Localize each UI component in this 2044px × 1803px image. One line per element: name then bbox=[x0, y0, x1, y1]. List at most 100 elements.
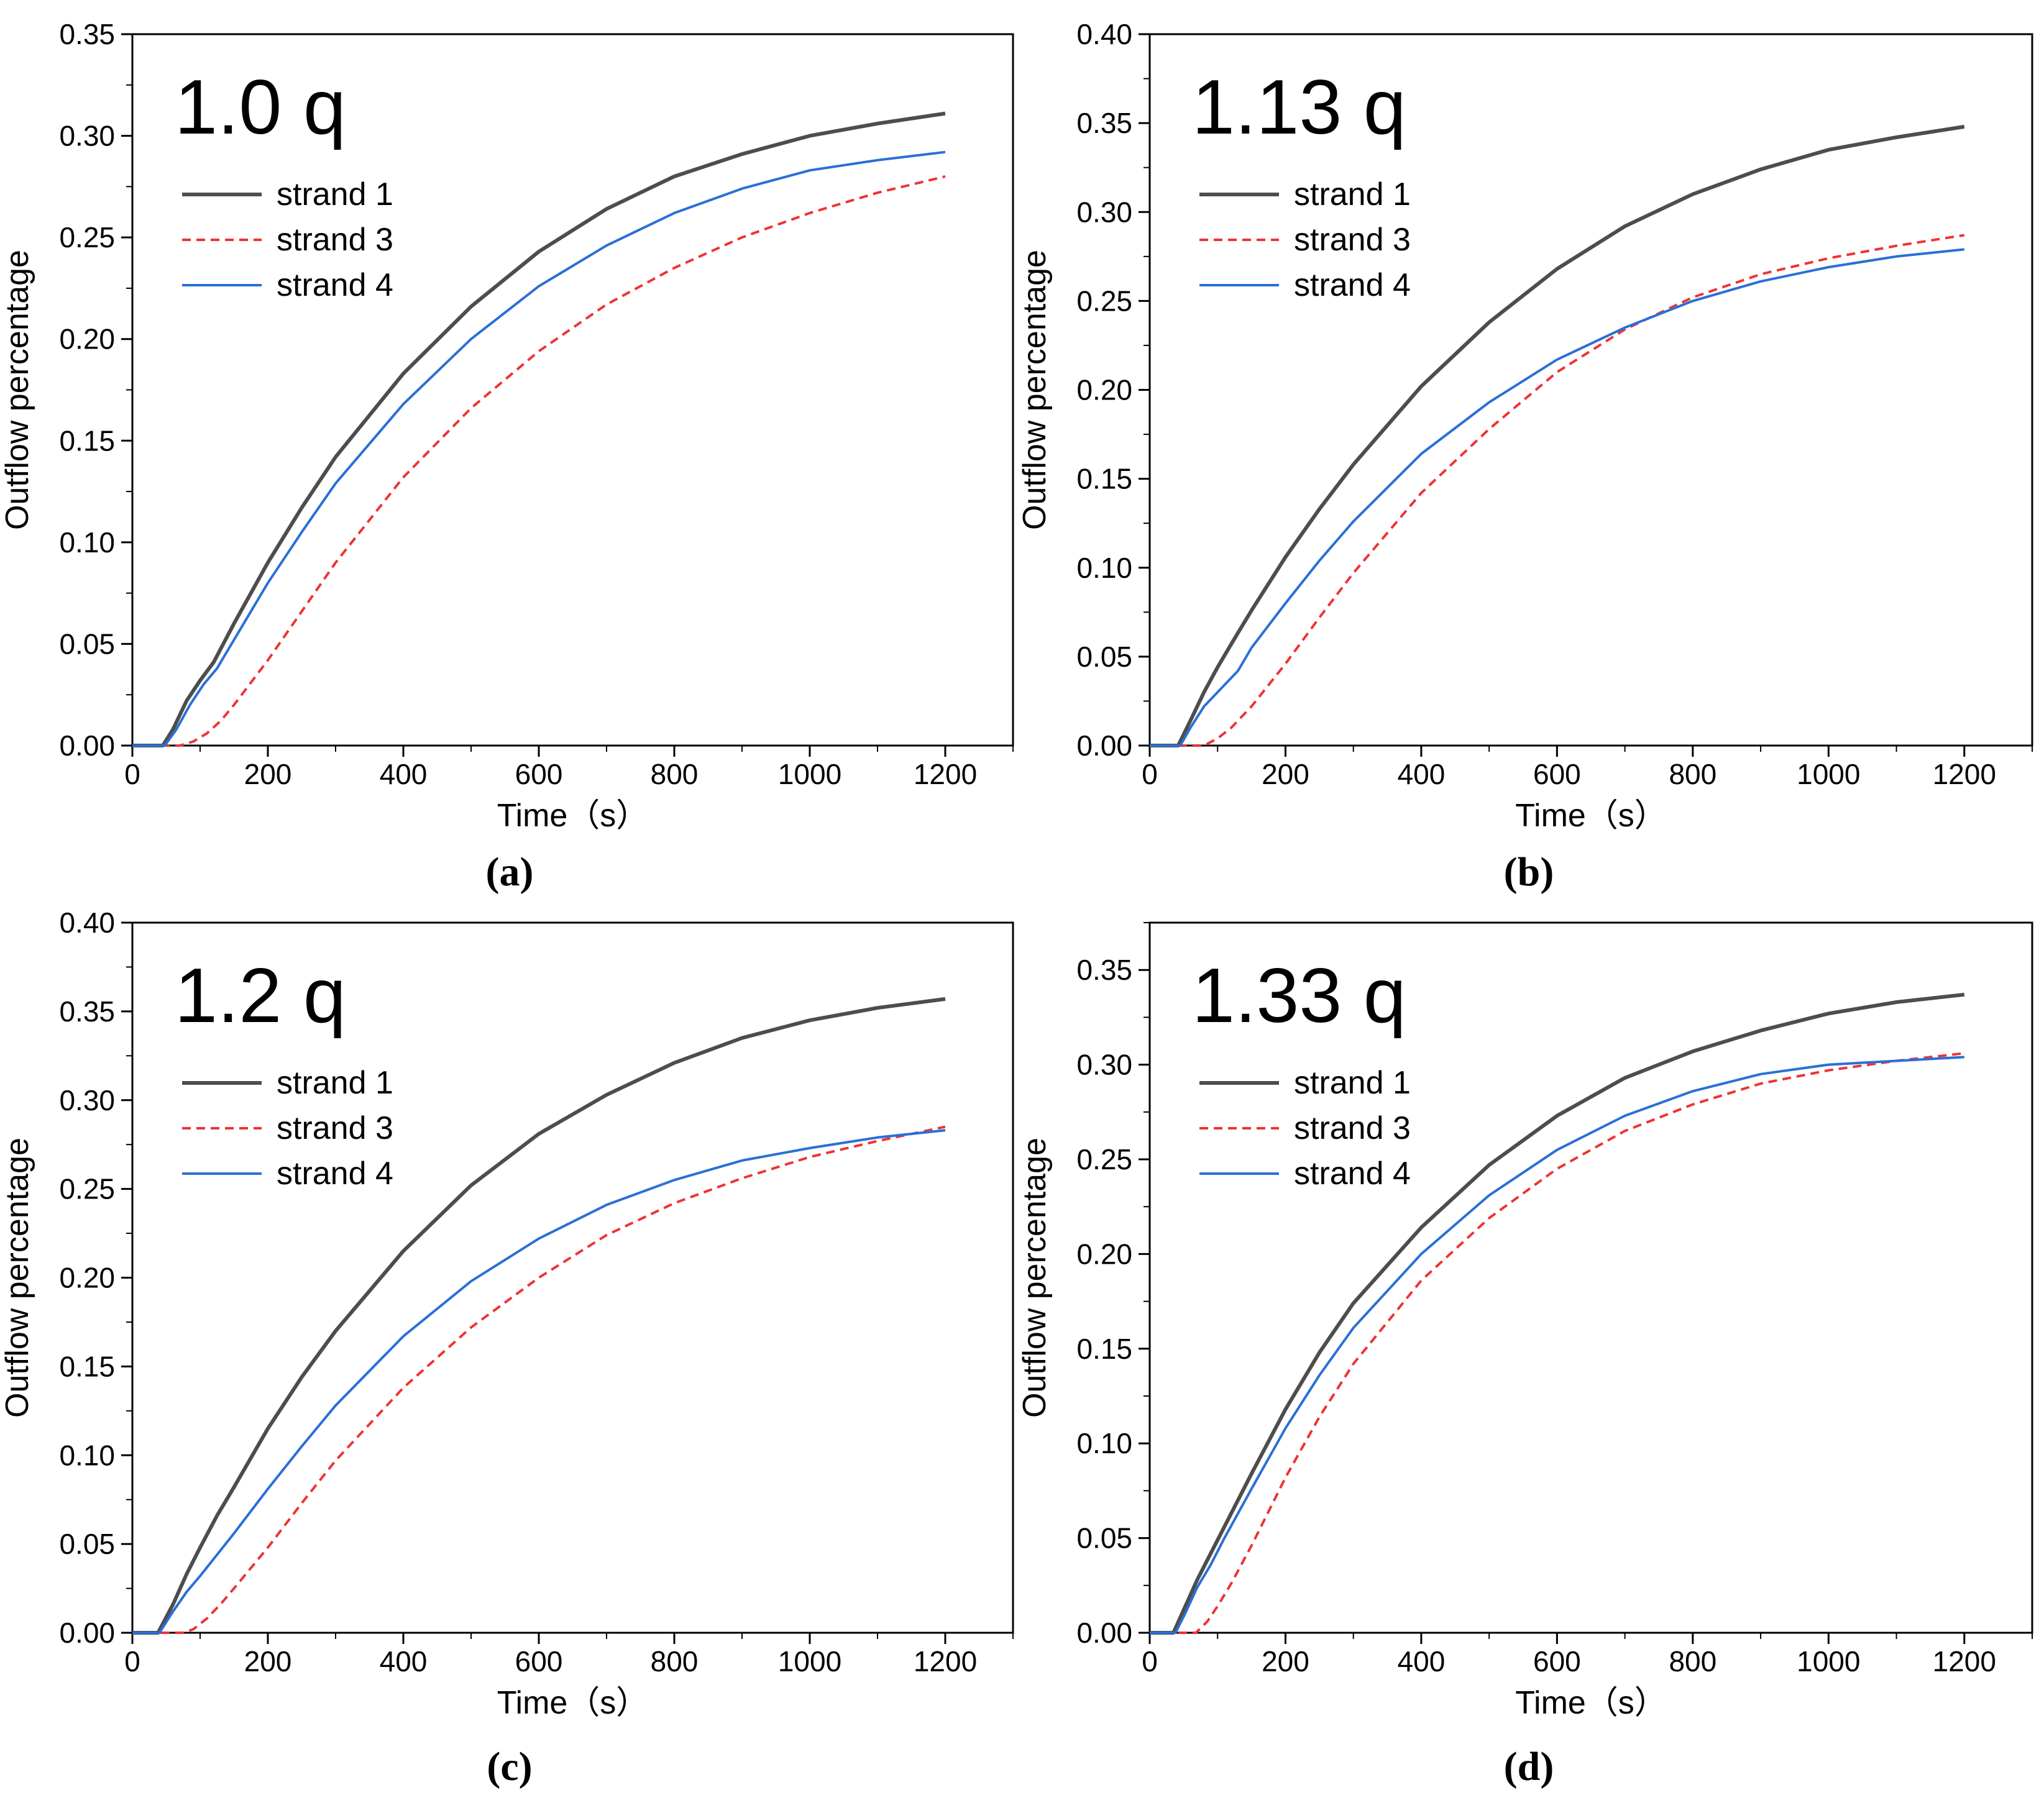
legend-label: strand 1 bbox=[1294, 176, 1411, 212]
x-axis-title: Time（s） bbox=[497, 798, 649, 834]
x-axis-title: Time（s） bbox=[1515, 1685, 1667, 1721]
x-tick-label: 200 bbox=[1262, 758, 1309, 790]
chart-title: 1.13 q bbox=[1192, 65, 1406, 150]
y-tick-label: 0.30 bbox=[1076, 196, 1132, 228]
chart-panel-a: 0 200 400 600 800 1000 1200 0.00 0.05 0.10 0.15 0.2… bbox=[0, 18, 1014, 895]
series-line-strand-1 bbox=[1150, 124, 1965, 747]
y-tick-label: 0.25 bbox=[1076, 1143, 1132, 1175]
legend-label: strand 3 bbox=[1294, 222, 1411, 258]
series-line-strand-3 bbox=[1150, 1052, 1965, 1634]
legend-label: strand 3 bbox=[277, 1110, 393, 1146]
y-axis-title: Outflow percentage bbox=[0, 250, 35, 530]
x-tick-label: 600 bbox=[515, 758, 563, 790]
y-axis-title: Outflow percentage bbox=[1017, 1138, 1053, 1418]
x-tick-label: 1200 bbox=[1933, 1645, 1996, 1677]
legend-label: strand 3 bbox=[277, 222, 393, 258]
chart-panel-b: 0 200 400 600 800 1000 1200 0.00 0.05 0.10 0.15 0.2… bbox=[1017, 18, 2033, 895]
x-tick-label: 200 bbox=[1262, 1645, 1309, 1677]
legend-label: strand 1 bbox=[1294, 1065, 1411, 1101]
chart-title: 1.0 q bbox=[175, 65, 346, 150]
x-tick-label: 400 bbox=[380, 758, 428, 790]
legend-label: strand 4 bbox=[277, 267, 393, 303]
x-axis-title: Time（s） bbox=[497, 1685, 649, 1721]
x-tick-label: 400 bbox=[380, 1645, 428, 1677]
y-tick-label: 0.10 bbox=[1076, 552, 1132, 584]
series-line-strand-3 bbox=[132, 1125, 946, 1634]
x-tick-label: 800 bbox=[651, 758, 699, 790]
series-line-strand-1 bbox=[132, 111, 946, 747]
y-tick-label: 0.40 bbox=[1076, 18, 1132, 50]
y-tick-label: 0.30 bbox=[59, 120, 115, 152]
panel-label: (b) bbox=[1504, 849, 1554, 895]
series-line-strand-4 bbox=[1150, 248, 1965, 747]
y-tick-label: 0.10 bbox=[59, 526, 115, 559]
y-tick-label: 0.15 bbox=[59, 1350, 115, 1382]
x-tick-label: 800 bbox=[651, 1645, 699, 1677]
series-line-strand-4 bbox=[132, 150, 946, 747]
y-tick-label: 0.10 bbox=[59, 1439, 115, 1471]
y-tick-label: 0.00 bbox=[59, 1617, 115, 1649]
x-tick-label: 200 bbox=[244, 1645, 292, 1677]
chart-panel-c: 0 200 400 600 800 1000 1200 0.00 0.05 0.10 0.15 0.2… bbox=[0, 906, 1014, 1789]
x-tick-label: 1000 bbox=[778, 1645, 841, 1677]
x-tick-label: 1000 bbox=[1797, 1645, 1860, 1677]
y-tick-label: 0.05 bbox=[59, 628, 115, 660]
series-line-strand-4 bbox=[1150, 1056, 1964, 1634]
panel-label: (d) bbox=[1504, 1744, 1554, 1789]
series-line-strand-1 bbox=[1150, 992, 1965, 1635]
x-tick-label: 600 bbox=[515, 1645, 563, 1677]
y-tick-label: 0.00 bbox=[59, 729, 115, 762]
x-tick-label: 0 bbox=[124, 1645, 140, 1677]
x-tick-label: 600 bbox=[1533, 1645, 1581, 1677]
y-tick-label: 0.30 bbox=[1076, 1049, 1132, 1081]
y-tick-label: 0.15 bbox=[1076, 463, 1132, 495]
y-tick-label: 0.35 bbox=[59, 18, 115, 50]
legend-label: strand 1 bbox=[277, 176, 393, 212]
series-line-strand-4 bbox=[132, 1129, 946, 1634]
x-tick-label: 1000 bbox=[1797, 758, 1860, 790]
x-tick-label: 600 bbox=[1533, 758, 1581, 790]
y-tick-label: 0.00 bbox=[1076, 729, 1132, 762]
chart-panel-d: 0 200 400 600 800 1000 1200 0.00 0.05 0.10 0.15 0.2… bbox=[1017, 921, 2033, 1789]
x-tick-label: 1000 bbox=[778, 758, 841, 790]
legend: strand 1 strand 3 strand 4 bbox=[182, 176, 393, 303]
x-tick-label: 0 bbox=[124, 758, 140, 790]
y-tick-label: 0.15 bbox=[1076, 1333, 1132, 1365]
legend: strand 1 strand 3 strand 4 bbox=[1199, 176, 1411, 303]
x-tick-label: 400 bbox=[1398, 1645, 1446, 1677]
y-tick-label: 0.20 bbox=[59, 1262, 115, 1294]
x-tick-label: 0 bbox=[1142, 1645, 1158, 1677]
x-tick-label: 800 bbox=[1669, 758, 1716, 790]
panel-label: (c) bbox=[487, 1744, 532, 1789]
plot-frame bbox=[1148, 921, 2033, 1634]
y-axis-title: Outflow percentage bbox=[1017, 250, 1053, 530]
y-tick-label: 0.35 bbox=[59, 995, 115, 1028]
x-tick-label: 0 bbox=[1142, 758, 1158, 790]
y-tick-label: 0.05 bbox=[1076, 1522, 1132, 1554]
x-axis-title: Time（s） bbox=[1515, 798, 1667, 834]
y-axis-title: Outflow percentage bbox=[0, 1138, 35, 1418]
legend-label: strand 4 bbox=[277, 1156, 393, 1192]
series-line-strand-3 bbox=[1150, 234, 1965, 747]
y-tick-label: 0.25 bbox=[59, 221, 115, 253]
y-tick-label: 0.35 bbox=[1076, 107, 1132, 139]
y-tick-label: 0.40 bbox=[59, 906, 115, 939]
legend: strand 1 strand 3 strand 4 bbox=[1199, 1065, 1411, 1192]
legend-label: strand 1 bbox=[277, 1065, 393, 1101]
x-tick-label: 200 bbox=[244, 758, 292, 790]
y-tick-label: 0.05 bbox=[1076, 641, 1132, 673]
legend-label: strand 4 bbox=[1294, 1156, 1411, 1192]
x-tick-label: 1200 bbox=[914, 1645, 977, 1677]
y-tick-label: 0.15 bbox=[59, 424, 115, 457]
chart-title: 1.33 q bbox=[1192, 953, 1406, 1039]
y-tick-label: 0.20 bbox=[59, 323, 115, 355]
y-tick-label: 0.30 bbox=[59, 1084, 115, 1116]
panel-label: (a) bbox=[486, 849, 534, 895]
legend-label: strand 4 bbox=[1294, 267, 1411, 303]
legend-label: strand 3 bbox=[1294, 1110, 1411, 1146]
x-tick-label: 800 bbox=[1669, 1645, 1716, 1677]
x-tick-label: 1200 bbox=[1933, 758, 1996, 790]
y-tick-label: 0.35 bbox=[1076, 954, 1132, 986]
series-line-strand-3 bbox=[132, 175, 946, 747]
